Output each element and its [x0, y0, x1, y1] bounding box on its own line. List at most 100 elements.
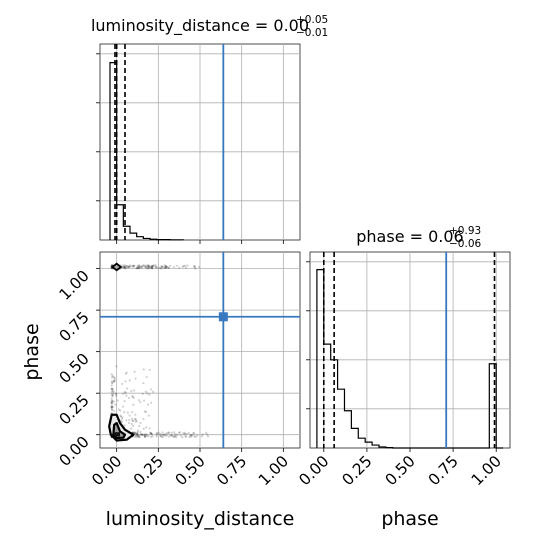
sample-point	[184, 435, 188, 438]
sample-point	[159, 434, 162, 437]
sample-point	[151, 434, 154, 438]
sample-point	[133, 432, 137, 435]
sample-point	[167, 431, 171, 434]
sample-point	[131, 419, 134, 423]
y-tick-label: 0.75	[56, 308, 93, 345]
sample-point	[186, 264, 189, 267]
sample-point	[125, 371, 128, 374]
sample-point	[156, 433, 159, 436]
sample-point	[124, 264, 127, 267]
sample-point	[110, 264, 113, 267]
sample-point	[136, 266, 140, 269]
sample-point	[130, 417, 134, 420]
sample-point	[164, 266, 167, 269]
sample-point	[181, 436, 184, 439]
sample-point	[114, 392, 117, 395]
sample-point	[111, 388, 114, 391]
sample-point	[153, 264, 156, 267]
sample-point	[173, 436, 176, 439]
sample-point	[125, 419, 128, 422]
luminosity-distance-histogram-panel: luminosity_distance = 0.00 +0.05 −0.01	[91, 14, 328, 244]
sample-point	[163, 264, 166, 267]
luminosity-distance-quantile-lines	[114, 44, 126, 240]
sample-point	[198, 265, 201, 269]
sample-point	[148, 265, 151, 268]
sample-point	[110, 406, 113, 409]
sample-point	[139, 421, 142, 425]
sample-point	[133, 417, 137, 421]
sample-point	[137, 436, 141, 439]
y-axis-label-phase: phase	[21, 323, 43, 380]
contour-peak	[114, 432, 120, 437]
sample-point	[167, 435, 171, 438]
sample-point	[137, 434, 140, 438]
y-tick-label: 0.50	[56, 350, 93, 387]
sample-point	[140, 265, 143, 268]
sample-point	[143, 433, 146, 436]
sample-point	[130, 422, 133, 426]
sample-point	[125, 265, 128, 269]
sample-point	[140, 433, 144, 436]
sample-point	[165, 265, 168, 269]
sample-point	[156, 266, 159, 269]
sample-point	[142, 368, 145, 371]
sample-point	[167, 266, 170, 269]
x-tick-label: 0.50	[172, 452, 209, 489]
sample-point	[110, 376, 114, 379]
sample-point	[164, 434, 167, 437]
sample-point	[159, 435, 162, 438]
sample-point	[175, 264, 179, 267]
sample-point	[111, 390, 114, 393]
sample-point	[137, 265, 141, 268]
sample-point	[112, 380, 115, 383]
sample-point	[125, 387, 129, 390]
sample-point	[134, 436, 137, 439]
sample-point	[163, 266, 166, 270]
sample-point	[150, 401, 153, 404]
y-tick-label: 1.00	[56, 267, 93, 304]
sample-point	[136, 429, 139, 432]
sample-point	[147, 403, 150, 406]
sample-point	[161, 433, 164, 436]
sample-point	[162, 434, 166, 437]
sample-point	[135, 434, 138, 437]
sample-point	[113, 380, 116, 383]
sample-point	[126, 266, 130, 269]
scatter-density-contours	[108, 262, 135, 442]
sample-point	[110, 401, 113, 405]
sample-point	[207, 435, 210, 438]
sample-point	[193, 435, 196, 438]
sample-point	[150, 266, 154, 269]
sample-point	[126, 411, 129, 414]
sample-point	[110, 397, 113, 400]
sample-point	[137, 264, 140, 267]
sample-point	[150, 267, 154, 270]
luminosity-distance-title-sup: +0.05	[296, 14, 328, 26]
sample-point	[164, 264, 167, 268]
sample-point	[111, 394, 114, 397]
sample-point	[189, 434, 192, 437]
sample-point	[193, 265, 196, 268]
sample-point	[184, 435, 187, 438]
scatter-grid	[100, 252, 300, 448]
sample-point	[145, 433, 148, 436]
sample-point	[110, 401, 113, 404]
sample-point	[130, 427, 133, 430]
sample-point	[143, 435, 147, 438]
sample-point	[114, 403, 117, 406]
scatter-x-ticks: 0.00 0.25 0.50 0.75 1.00	[88, 448, 292, 489]
sample-point	[135, 419, 138, 423]
sample-point	[155, 435, 158, 438]
sample-point	[169, 264, 172, 267]
sample-point	[145, 376, 148, 379]
x-tick-label: 0.25	[339, 452, 376, 489]
sample-point	[149, 266, 152, 269]
sample-point	[147, 264, 150, 267]
sample-point	[134, 434, 137, 437]
sample-point	[161, 431, 164, 434]
sample-point	[110, 402, 114, 405]
sample-point	[183, 431, 186, 434]
sample-point	[146, 266, 149, 269]
sample-point	[133, 370, 136, 373]
sample-point	[147, 265, 150, 269]
